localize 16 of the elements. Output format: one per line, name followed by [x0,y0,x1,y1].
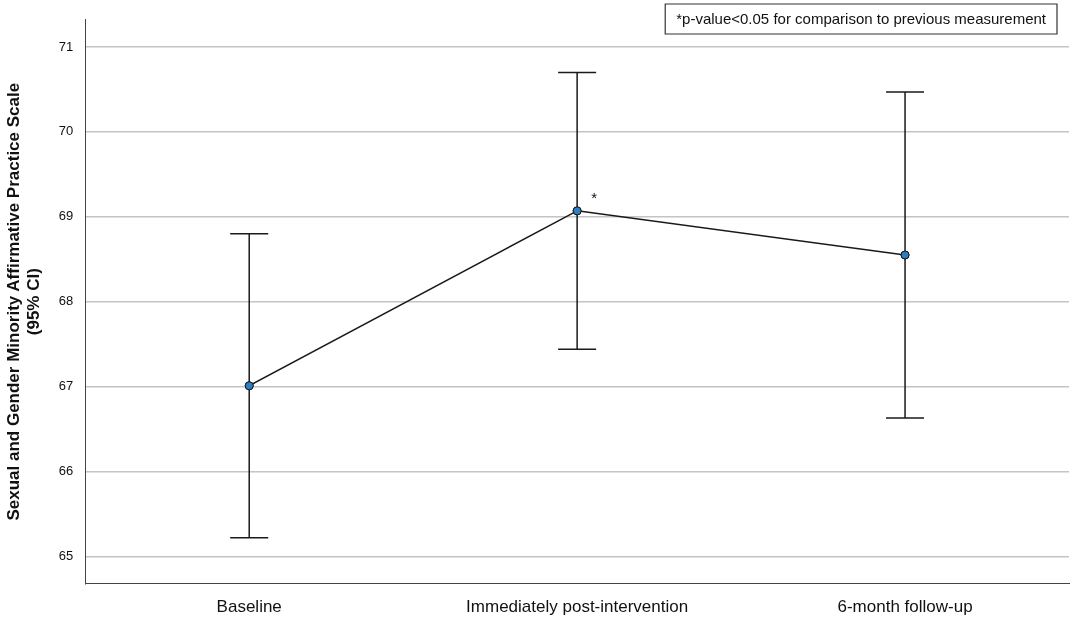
point [572,206,582,216]
x-tick-label: 6-month follow-up [837,597,973,617]
y-tick-label: 67 [58,378,74,394]
x-tick-label: Baseline [216,597,282,617]
y-tick-label: 71 [58,38,74,54]
x-tick-label: Immediately post-intervention [466,597,689,617]
y-tick-label: 65 [58,548,74,564]
y-tick-label: 70 [58,123,74,139]
annotation: * [591,188,598,206]
y-tick-label: 68 [58,293,74,309]
annotation: *p-value<0.05 for comparison to previous measurement [676,10,1047,28]
y-tick-label: 69 [58,208,74,224]
point [900,250,910,260]
point [244,381,254,391]
y-tick-label: 66 [58,463,74,479]
y-axis-title: Sexual and Gender Minority Affirmative Practice Scale (95% CI) [3,82,44,521]
